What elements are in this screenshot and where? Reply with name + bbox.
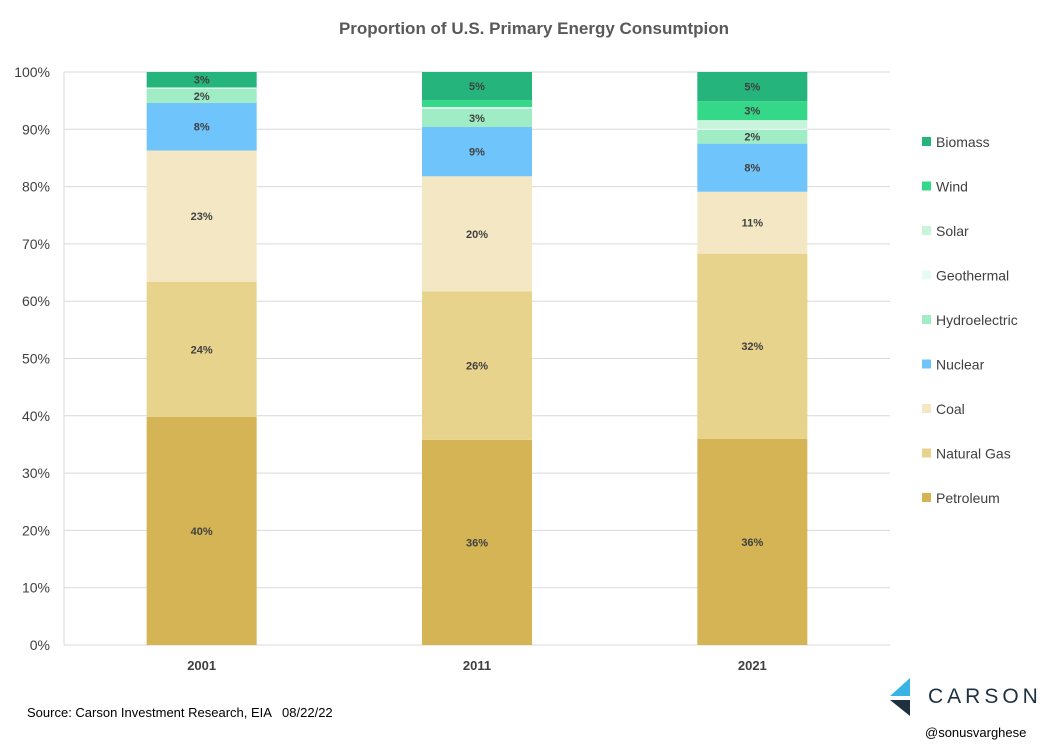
y-tick-label: 20% [22, 522, 50, 538]
data-label: 2% [744, 132, 760, 144]
y-tick-label: 70% [22, 236, 50, 252]
bar-segment-geothermal [422, 107, 532, 109]
bar-segment-wind [422, 100, 532, 107]
author-handle: @sonusvarghese [925, 725, 1027, 740]
data-label: 26% [466, 361, 488, 373]
bar-segment-biomass [146, 72, 257, 88]
legend-label: Geothermal [936, 268, 1009, 284]
bar-segment-nuclear [146, 102, 257, 151]
y-tick-label: 60% [22, 293, 50, 309]
legend-swatch [922, 137, 931, 146]
data-label: 36% [741, 537, 763, 549]
legend-swatch [922, 404, 931, 413]
legend-swatch [922, 359, 931, 369]
data-label: 32% [741, 341, 763, 353]
bar-segment-biomass [422, 72, 532, 101]
data-labels: 40% 24% 23% 8% 2% 3% 36% 26% 20% 9% 3% 5% 36% 32% 11% 8… [191, 75, 764, 550]
data-label: 3% [744, 106, 760, 118]
axes: 0% 10% 20% 30% 40% 50% 60% 70% 80% 90% 100% 2001 201… [14, 64, 767, 673]
legend-label: Natural Gas [936, 446, 1011, 462]
bar-segment-coal [146, 150, 257, 282]
legend-label: Solar [936, 223, 969, 239]
bar-segment-wind [697, 101, 808, 121]
legend: Biomass Wind Solar Geothermal Hydroelectric N… [922, 134, 1018, 506]
y-tick-label: 0% [30, 637, 50, 653]
chart-title: Proportion of U.S. Primary Energy Consum… [339, 19, 729, 38]
bar-segment-geothermal [146, 87, 257, 89]
data-label: 9% [469, 147, 485, 159]
bar-segment-hydroelectric [146, 88, 257, 103]
data-label: 40% [191, 526, 213, 538]
data-label: 2% [194, 91, 210, 103]
bar-segment-petroleum [146, 416, 257, 645]
bar-segment-hydroelectric [422, 108, 532, 128]
data-label: 36% [466, 537, 488, 549]
data-label: 20% [466, 229, 488, 241]
legend-label: Nuclear [936, 357, 985, 373]
bars [146, 72, 808, 645]
bar-segment-nuclear [697, 143, 808, 192]
x-tick-label: 2021 [738, 658, 767, 673]
legend-swatch [922, 270, 931, 280]
legend-label: Wind [936, 179, 968, 195]
y-tick-label: 40% [22, 408, 50, 424]
legend-label: Hydroelectric [936, 312, 1018, 328]
y-tick-label: 10% [22, 580, 50, 596]
y-tick-label: 100% [14, 64, 50, 80]
carson-logo-icon [890, 678, 910, 716]
data-label: 23% [191, 211, 213, 223]
y-tick-label: 30% [22, 465, 50, 481]
bar-segment-solar [422, 106, 532, 108]
data-label: 8% [194, 122, 210, 134]
legend-swatch [922, 493, 931, 502]
bar-segment-natural-gas [697, 253, 808, 439]
legend-swatch [922, 315, 931, 324]
data-label: 5% [469, 81, 485, 93]
legend-label: Coal [936, 401, 965, 417]
bar-segment-petroleum [422, 439, 532, 645]
y-tick-label: 80% [22, 179, 50, 195]
brand-logo: CARSON [888, 678, 1038, 718]
data-label: 3% [469, 113, 485, 125]
bar-segment-petroleum [697, 438, 808, 645]
bar-segment-biomass [697, 72, 808, 102]
data-label: 5% [744, 82, 760, 94]
chart: Proportion of U.S. Primary Energy Consum… [14, 19, 1018, 673]
data-label: 3% [194, 75, 210, 87]
data-label: 24% [191, 344, 213, 356]
bar-segment-hydroelectric [697, 129, 808, 144]
legend-label: Petroleum [936, 490, 1000, 506]
bar-segment-nuclear [422, 127, 532, 177]
bar-segment-coal [697, 191, 808, 254]
bar-segment-coal [422, 176, 532, 292]
brand-name: CARSON [928, 685, 1042, 708]
legend-label: Biomass [936, 134, 990, 150]
y-tick-label: 90% [22, 121, 50, 137]
y-tick-label: 50% [22, 351, 50, 367]
data-label: 11% [742, 218, 764, 230]
bar-segment-natural-gas [422, 291, 532, 440]
x-tick-label: 2001 [187, 658, 216, 673]
bar-segment-geothermal [697, 128, 808, 130]
source-note: Source: Carson Investment Research, EIA … [27, 705, 333, 720]
bar-segment-natural-gas [146, 281, 257, 417]
legend-swatch [922, 181, 931, 191]
legend-swatch [922, 226, 931, 235]
x-tick-label: 2011 [463, 658, 491, 673]
legend-swatch [922, 448, 931, 458]
bar-segment-solar [697, 120, 808, 129]
data-label: 8% [744, 163, 760, 175]
